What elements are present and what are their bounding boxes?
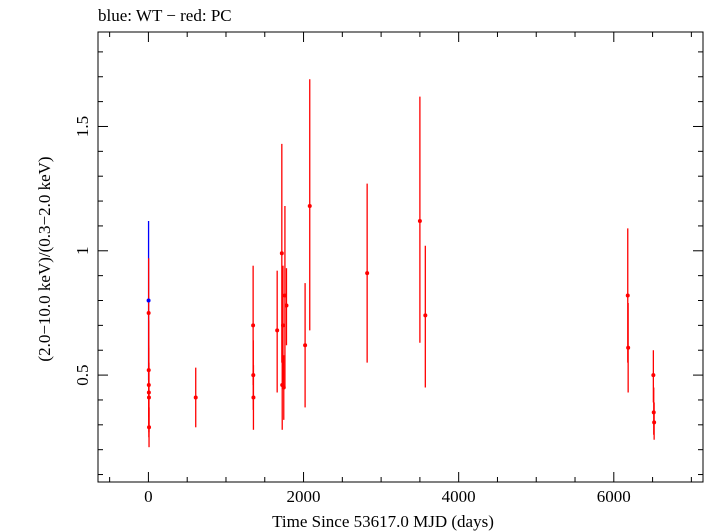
axis-tick-labels: 0 2000 4000 6000 0.5 1 1.5 — [73, 116, 631, 506]
data-point — [147, 425, 152, 430]
data-point — [280, 323, 285, 328]
data-point — [146, 298, 151, 303]
x-tick-label: 4000 — [442, 487, 476, 506]
axis-ticks — [98, 32, 703, 482]
data-point — [251, 323, 256, 328]
data-point — [651, 410, 656, 415]
x-tick-label: 0 — [144, 487, 153, 506]
x-axis-label: Time Since 53617.0 MJD (days) — [272, 512, 494, 531]
data-point — [275, 328, 280, 333]
data-point — [282, 293, 287, 298]
data-point — [251, 395, 256, 400]
data-point — [652, 420, 657, 425]
data-point — [146, 395, 151, 400]
y-axis-label: (2.0−10.0 keV)/(0.3−2.0 keV) — [35, 156, 54, 361]
data-point — [423, 313, 428, 318]
plot-frame — [97, 31, 704, 483]
data-point — [281, 385, 286, 390]
data-point — [626, 345, 631, 350]
chart-title: blue: WT − red: PC — [98, 6, 232, 25]
y-tick-label: 0.5 — [73, 364, 92, 385]
data-point — [284, 303, 289, 308]
data-point — [625, 293, 630, 298]
data-point — [193, 395, 198, 400]
data-point — [146, 310, 151, 315]
data-points — [146, 204, 657, 430]
data-point — [303, 343, 308, 348]
x-tick-label: 6000 — [597, 487, 631, 506]
data-point — [146, 368, 151, 373]
data-point — [365, 271, 370, 276]
data-point — [251, 373, 256, 378]
data-point — [417, 218, 422, 223]
data-point — [279, 251, 284, 256]
error-bars — [147, 79, 655, 448]
data-point — [651, 373, 656, 378]
data-point — [146, 390, 151, 395]
data-point — [146, 383, 151, 388]
x-tick-label: 2000 — [287, 487, 321, 506]
data-point — [307, 204, 312, 209]
y-tick-label: 1.5 — [73, 116, 92, 137]
y-tick-label: 1 — [73, 247, 92, 256]
